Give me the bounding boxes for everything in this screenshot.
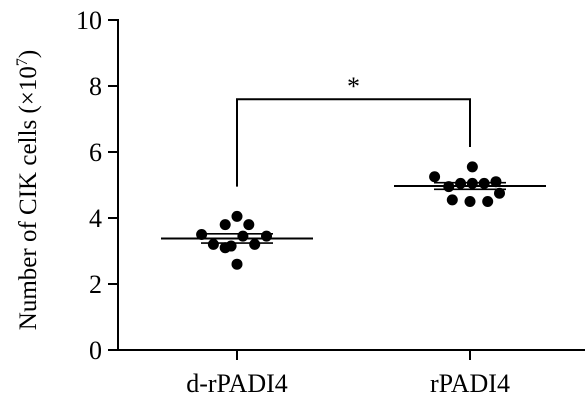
svg-text:Number of CIK cells (×107): Number of CIK cells (×107) xyxy=(14,50,42,330)
significance-label: * xyxy=(347,72,360,101)
data-point xyxy=(261,230,272,242)
data-point xyxy=(466,161,478,173)
y-axis-label-close: ) xyxy=(15,50,42,58)
data-point xyxy=(243,219,255,231)
y-tick-label: 4 xyxy=(89,204,102,233)
data-point xyxy=(231,258,243,270)
data-point xyxy=(446,194,458,206)
significance-bracket xyxy=(236,98,471,187)
data-point xyxy=(482,196,494,207)
data-point xyxy=(249,238,261,250)
data-point xyxy=(219,242,231,254)
data-point xyxy=(207,238,219,250)
y-tick-label: 0 xyxy=(89,336,102,365)
axes: 0 2 4 6 8 10 d-rPADI4 rPADI4 xyxy=(76,6,585,398)
data-point xyxy=(429,171,441,183)
data-point xyxy=(494,187,505,199)
data-point xyxy=(231,210,243,222)
y-tick-label: 10 xyxy=(76,6,102,35)
y-axis-label-main: Number of CIK cells (×10 xyxy=(15,66,42,330)
x-tick-label: d-rPADI4 xyxy=(186,369,288,398)
data-point xyxy=(237,230,249,242)
x-tick-label: rPADI4 xyxy=(430,369,510,398)
y-tick-label: 6 xyxy=(89,138,102,167)
data-point xyxy=(490,176,502,188)
chart-marks: * xyxy=(161,72,546,270)
y-axis-label: Number of CIK cells (×107) xyxy=(14,50,42,330)
y-axis-label-exponent: 7 xyxy=(14,58,31,66)
y-tick-label: 8 xyxy=(89,72,102,101)
y-tick-label: 2 xyxy=(89,270,102,299)
data-point xyxy=(464,196,476,207)
data-point xyxy=(219,219,231,231)
